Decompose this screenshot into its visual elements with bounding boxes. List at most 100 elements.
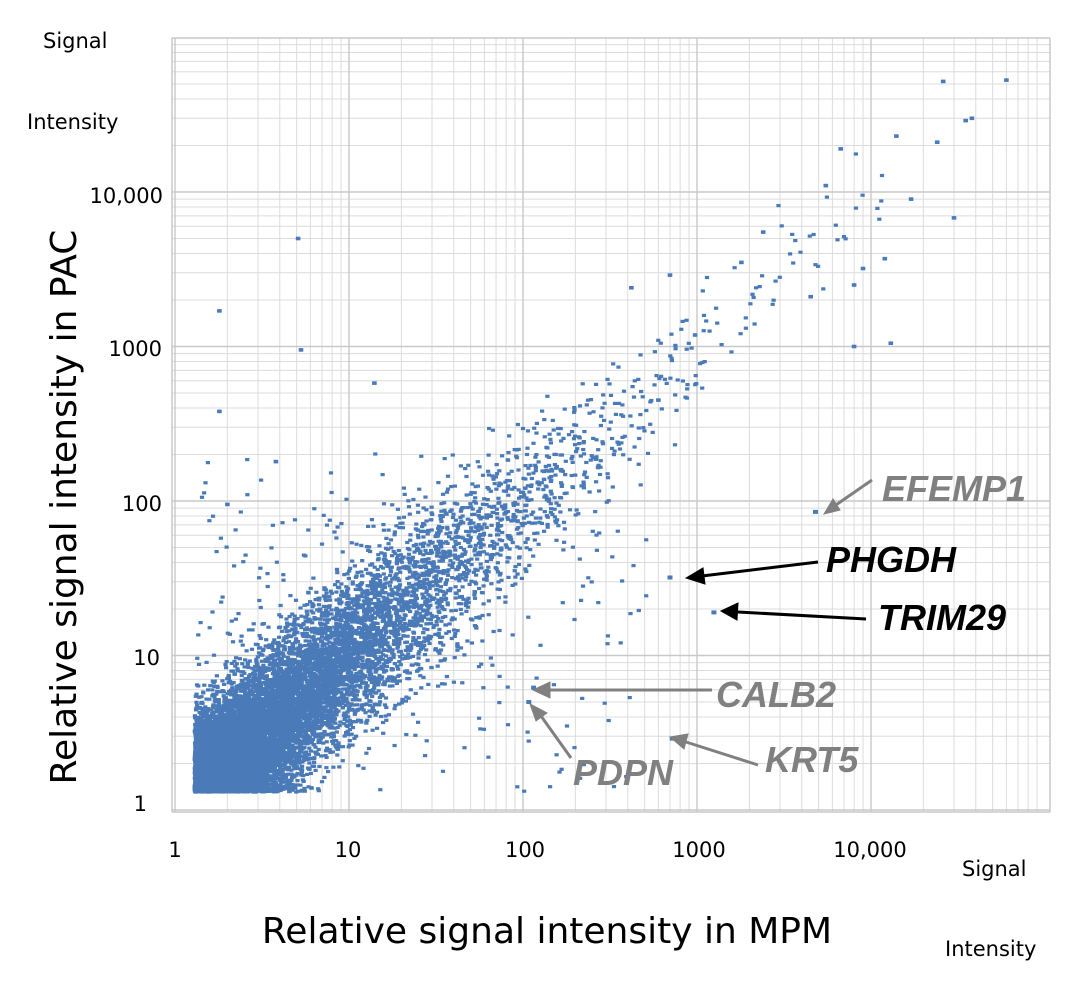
scatter-point <box>375 710 380 714</box>
scatter-point <box>750 292 755 296</box>
scatter-point <box>370 606 375 610</box>
scatter-point <box>371 578 376 582</box>
scatter-point <box>632 379 637 383</box>
scatter-point <box>381 720 386 725</box>
scatter-point <box>387 659 392 663</box>
scatter-point <box>458 545 463 550</box>
scatter-point <box>349 597 354 601</box>
scatter-point <box>348 566 353 570</box>
scatter-point <box>444 674 449 679</box>
scatter-point <box>271 641 276 645</box>
scatter-point <box>316 658 321 662</box>
scatter-point <box>364 610 369 614</box>
scatter-point <box>383 654 388 658</box>
scatter-point <box>426 543 431 547</box>
scatter-point <box>536 460 541 464</box>
scatter-point <box>600 442 606 446</box>
scatter-point <box>416 636 421 640</box>
scatter-point <box>460 562 465 566</box>
scatter-point <box>524 546 529 550</box>
scatter-point <box>371 665 376 670</box>
scatter-point <box>388 614 393 618</box>
scatter-point <box>405 591 410 595</box>
scatter-point <box>294 637 299 641</box>
scatter-point <box>652 383 657 387</box>
scatter-point <box>425 627 430 632</box>
scatter-point <box>233 664 238 668</box>
scatter-point <box>318 617 323 621</box>
scatter-point <box>506 472 511 476</box>
scatter-point <box>597 489 602 493</box>
scatter-point <box>275 768 280 773</box>
scatter-point <box>349 676 354 680</box>
scatter-point <box>317 764 322 769</box>
scatter-point <box>342 615 347 619</box>
scatter-point <box>471 570 476 574</box>
scatter-point <box>258 681 263 685</box>
scatter-point <box>406 696 411 700</box>
scatter-point <box>359 570 364 574</box>
scatter-point <box>622 434 627 438</box>
scatter-point <box>229 661 234 665</box>
scatter-point <box>461 548 467 552</box>
scatter-point <box>684 347 689 351</box>
scatter-point <box>422 653 428 657</box>
scatter-point <box>423 548 428 553</box>
scatter-point <box>394 681 400 686</box>
scatter-point <box>264 638 269 642</box>
scatter-point <box>487 426 492 431</box>
scatter-point <box>489 582 494 586</box>
scatter-point <box>376 610 381 614</box>
scatter-point <box>504 479 510 483</box>
scatter-point <box>421 574 426 578</box>
scatter-point <box>743 326 748 330</box>
scatter-point <box>382 552 387 556</box>
scatter-point <box>380 657 385 661</box>
scatter-point <box>344 675 350 679</box>
scatter-point <box>424 588 429 592</box>
scatter-point <box>644 408 649 413</box>
scatter-point <box>423 566 429 570</box>
scatter-point <box>582 473 587 477</box>
scatter-point <box>538 516 543 520</box>
scatter-point <box>343 687 348 691</box>
scatter-point <box>435 584 440 588</box>
scatter-point <box>345 671 350 675</box>
scatter-point <box>441 571 446 576</box>
scatter-point <box>204 660 209 664</box>
scatter-point <box>380 473 385 477</box>
scatter-point <box>535 531 540 535</box>
scatter-point <box>296 659 301 663</box>
scatter-point <box>324 685 329 689</box>
scatter-point <box>259 659 264 663</box>
scatter-point <box>407 623 412 627</box>
scatter-point <box>447 563 452 567</box>
scatter-point <box>384 629 389 633</box>
scatter-point <box>596 463 601 467</box>
scatter-point <box>315 656 320 660</box>
scatter-point <box>584 460 589 465</box>
scatter-point <box>343 606 348 611</box>
scatter-point <box>447 535 452 539</box>
scatter-point <box>344 692 349 696</box>
scatter-point <box>240 662 245 666</box>
scatter-point <box>246 628 252 632</box>
scatter-point <box>330 616 336 620</box>
scatter-point <box>276 666 281 670</box>
scatter-point <box>423 495 428 499</box>
scatter-point <box>266 659 271 663</box>
scatter-point <box>319 711 324 715</box>
scatter-point <box>431 580 436 584</box>
scatter-point <box>311 671 316 676</box>
scatter-point <box>342 716 348 720</box>
scatter-point <box>561 436 566 440</box>
scatter-point <box>587 411 592 415</box>
scatter-point <box>498 482 503 486</box>
scatter-point <box>482 522 487 526</box>
scatter-point <box>556 503 561 507</box>
scatter-point <box>570 430 575 434</box>
scatter-point <box>527 563 532 567</box>
scatter-point <box>408 648 413 652</box>
scatter-point <box>304 663 309 667</box>
scatter-point <box>371 634 376 638</box>
